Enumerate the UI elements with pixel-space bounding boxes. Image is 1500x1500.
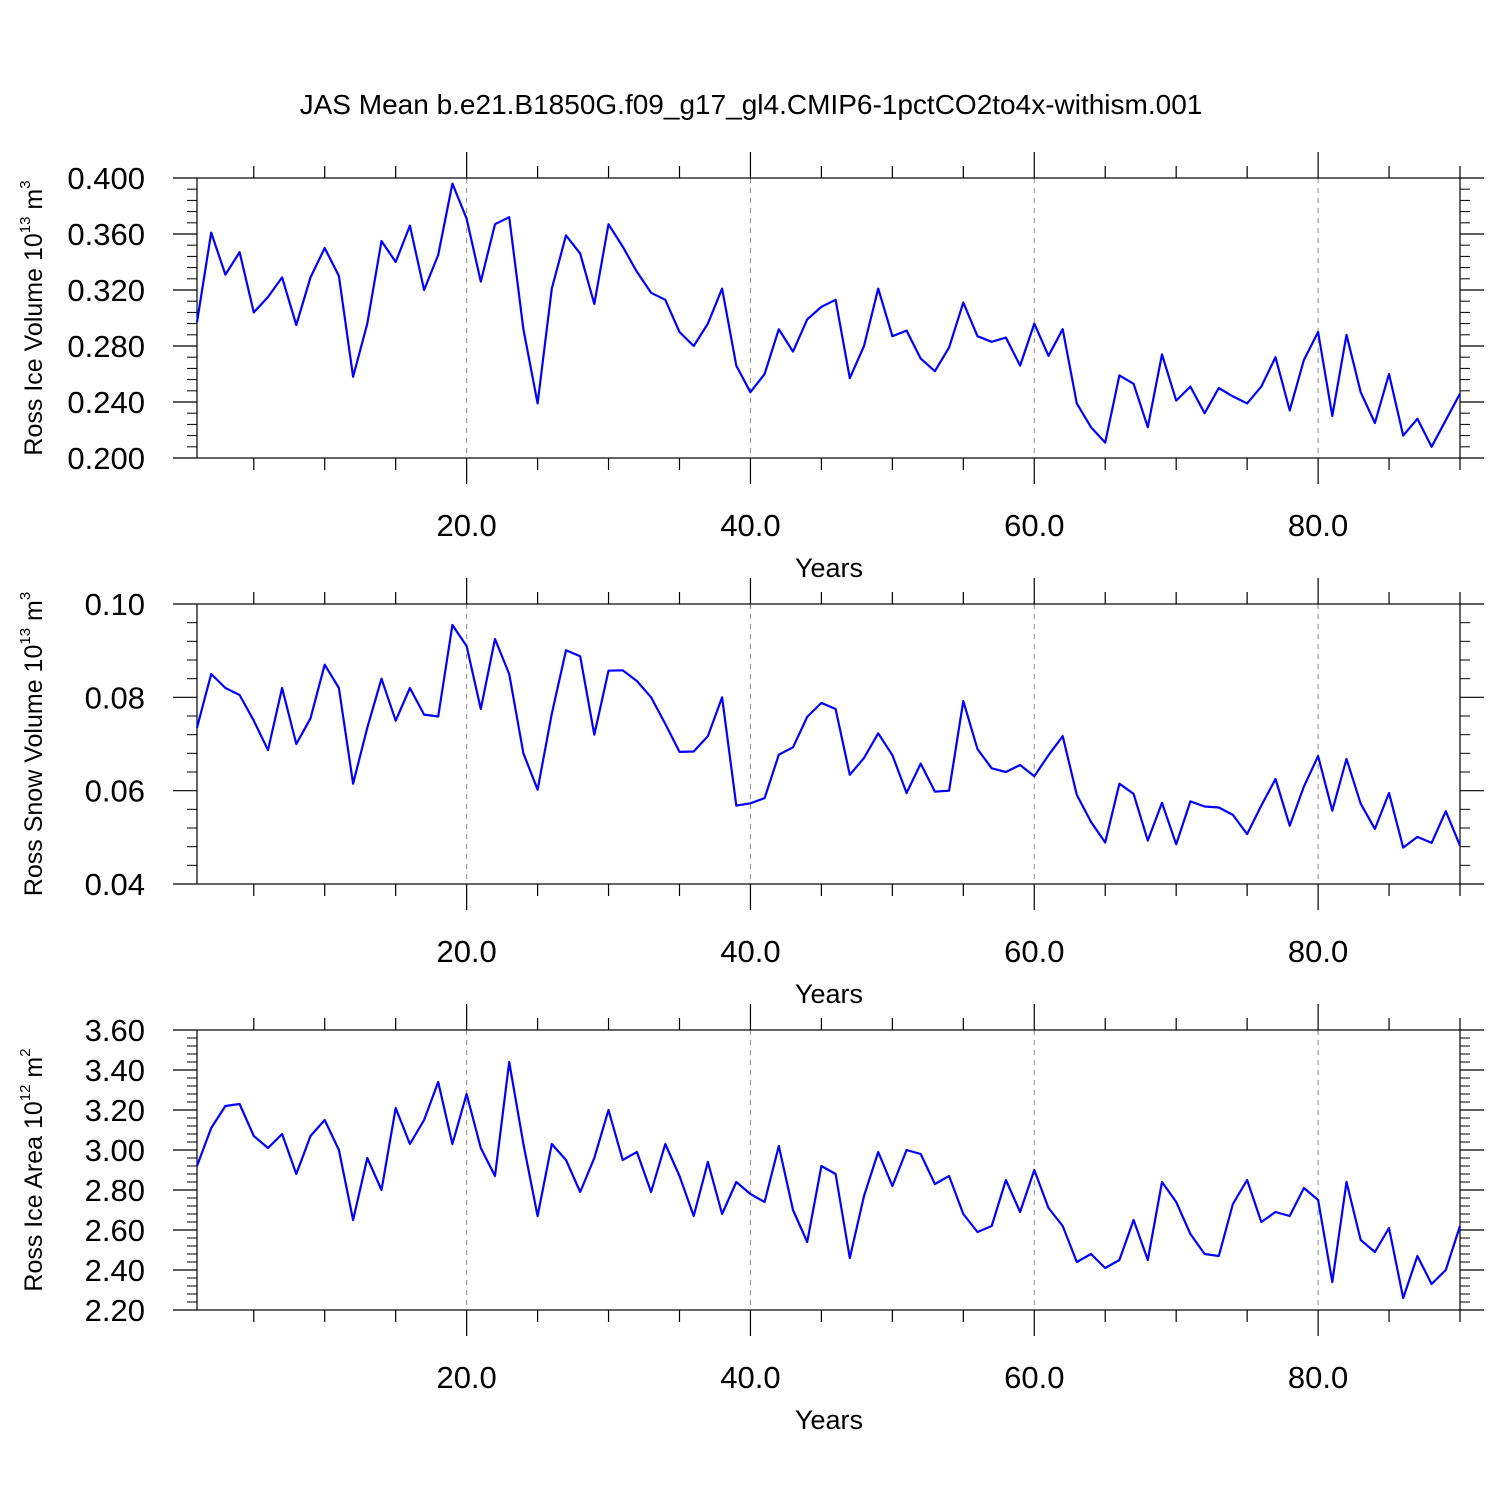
y-tick-label: 2.40 bbox=[85, 1253, 145, 1288]
x-tick-label: 40.0 bbox=[720, 508, 780, 543]
x-tick-label: 80.0 bbox=[1288, 508, 1348, 543]
y-tick-label: 0.200 bbox=[67, 441, 145, 476]
x-axis-label: Years bbox=[795, 1405, 863, 1435]
y-axis-label-part: 12 bbox=[17, 1085, 34, 1102]
panel-3: 2.20 2.40 2.60 2.80 3.00 3.20 3.40 3.60 20.0 40.0… bbox=[17, 1004, 1484, 1435]
y-axis-label-part: 3 bbox=[17, 592, 34, 600]
y-tick-label: 3.40 bbox=[85, 1053, 145, 1088]
x-tick-label: 80.0 bbox=[1288, 934, 1348, 969]
x-axis-label: Years bbox=[795, 979, 863, 1009]
y-tick-label: 0.280 bbox=[67, 329, 145, 364]
y-axis-label-text: Ross Ice Area 10 bbox=[20, 1101, 48, 1291]
y-tick-label: 0.400 bbox=[67, 161, 145, 196]
y-tick-label: 0.06 bbox=[85, 774, 145, 809]
y-axis-label-part: m bbox=[20, 600, 48, 628]
x-tick-label: 20.0 bbox=[436, 934, 496, 969]
x-tick-label: 20.0 bbox=[436, 1360, 496, 1395]
y-axis-label-part: m bbox=[20, 189, 48, 217]
y-tick-label: 0.08 bbox=[85, 680, 145, 715]
x-tick-label: 40.0 bbox=[720, 934, 780, 969]
x-tick-label: 40.0 bbox=[720, 1360, 780, 1395]
y-tick-label: 3.20 bbox=[85, 1093, 145, 1128]
y-axis-label: Ross Ice Area 1012 m2 bbox=[17, 1048, 48, 1291]
x-tick-label: 60.0 bbox=[1004, 934, 1064, 969]
series-line bbox=[195, 182, 1461, 448]
x-tick-label: 20.0 bbox=[436, 508, 496, 543]
series-line bbox=[195, 623, 1462, 849]
panel-1: 0.200 0.240 0.280 0.320 0.360 0.400 20.0 40.0 60… bbox=[17, 152, 1484, 583]
y-tick-label: 0.240 bbox=[67, 385, 145, 420]
y-tick-label: 0.360 bbox=[67, 217, 145, 252]
y-axis-label-part: 13 bbox=[17, 628, 34, 645]
plot-frame bbox=[196, 603, 1461, 885]
y-tick-label: 0.04 bbox=[85, 867, 145, 902]
plot-frame bbox=[196, 177, 1461, 459]
x-tick-label: 60.0 bbox=[1004, 1360, 1064, 1395]
y-tick-label: 0.320 bbox=[67, 273, 145, 308]
y-tick-label: 2.20 bbox=[85, 1293, 145, 1328]
x-tick-label: 60.0 bbox=[1004, 508, 1064, 543]
y-axis-label-part: 3 bbox=[17, 180, 34, 188]
y-tick-label: 3.60 bbox=[85, 1013, 145, 1048]
x-axis-label: Years bbox=[795, 553, 863, 583]
y-axis-label-part: 13 bbox=[17, 217, 34, 234]
y-axis-label: Ross Ice Volume 1013 m3 bbox=[17, 180, 48, 455]
y-axis-label-part: m bbox=[20, 1057, 48, 1085]
y-tick-label: 2.60 bbox=[85, 1213, 145, 1248]
x-tick-label: 80.0 bbox=[1288, 1360, 1348, 1395]
y-axis-label-text: Ross Snow Volume 10 bbox=[20, 645, 48, 897]
y-tick-label: 3.00 bbox=[85, 1133, 145, 1168]
chart-title: JAS Mean b.e21.B1850G.f09_g17_gl4.CMIP6-… bbox=[300, 89, 1203, 120]
y-tick-label: 0.10 bbox=[85, 587, 145, 622]
y-axis-label-part: 2 bbox=[17, 1048, 34, 1056]
series-line bbox=[195, 1060, 1462, 1300]
y-axis-label-text: Ross Ice Volume 10 bbox=[20, 233, 48, 455]
y-tick-label: 2.80 bbox=[85, 1173, 145, 1208]
plot-frame bbox=[196, 1029, 1461, 1311]
y-axis-label: Ross Snow Volume 1013 m3 bbox=[17, 592, 48, 896]
panel-2: 0.04 0.06 0.08 0.10 20.0 40.0 60.0 80.0 Years Ros… bbox=[17, 578, 1484, 1009]
